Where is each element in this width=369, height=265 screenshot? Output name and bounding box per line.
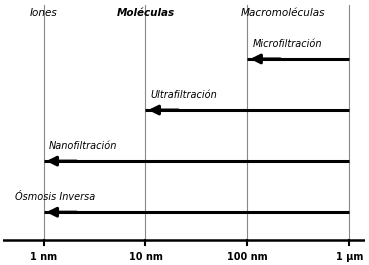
Text: Moléculas: Moléculas xyxy=(116,8,175,18)
Text: Nanofiltración: Nanofiltración xyxy=(49,141,117,151)
Text: 100 nm: 100 nm xyxy=(227,252,268,262)
Text: Microfiltración: Microfiltración xyxy=(252,39,322,49)
Text: 1 μm: 1 μm xyxy=(336,252,363,262)
Text: Ultrafiltración: Ultrafiltración xyxy=(151,90,217,100)
Text: Iones: Iones xyxy=(30,8,58,18)
Text: Macromoléculas: Macromoléculas xyxy=(241,8,325,18)
Text: 10 nm: 10 nm xyxy=(128,252,162,262)
Text: Ósmosis Inversa: Ósmosis Inversa xyxy=(15,192,95,202)
Text: 1 nm: 1 nm xyxy=(30,252,57,262)
